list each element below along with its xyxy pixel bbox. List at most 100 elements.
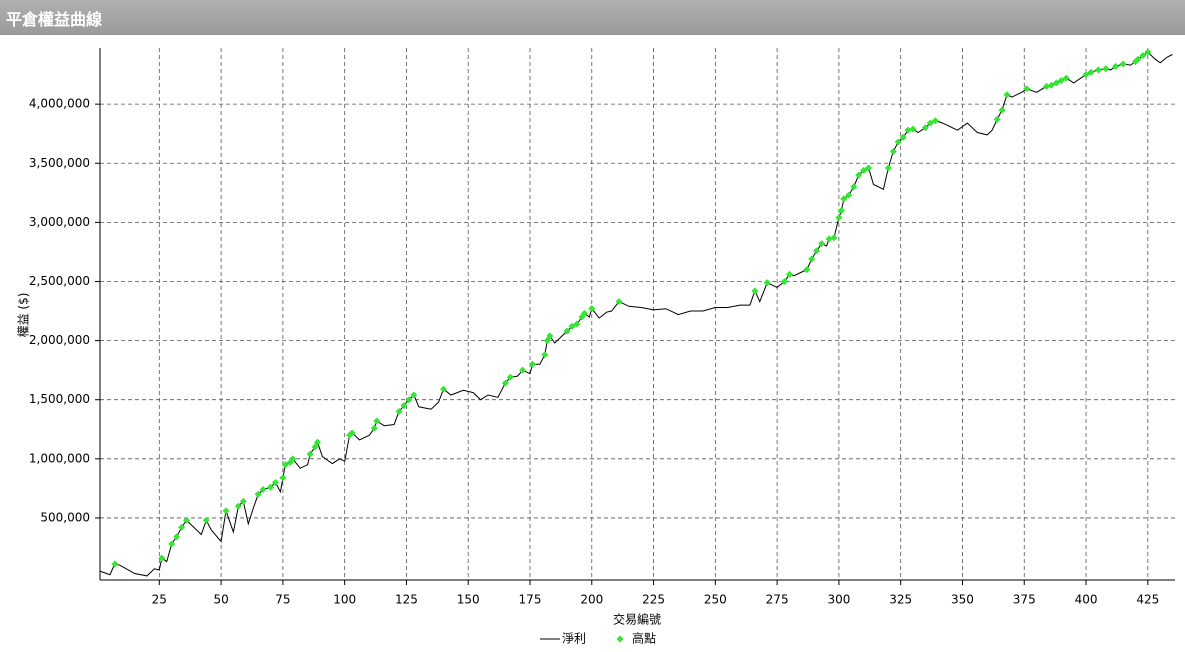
y-tick-label: 1,000,000 — [29, 451, 90, 465]
x-tick-label: 350 — [951, 593, 974, 607]
high-point — [1052, 79, 1060, 87]
high-point — [311, 443, 319, 451]
high-point — [894, 138, 902, 146]
x-tick-label: 150 — [457, 593, 480, 607]
high-point — [1134, 55, 1142, 63]
high-point — [931, 117, 939, 125]
high-point — [808, 255, 816, 263]
x-axis-title: 交易編號 — [613, 612, 661, 627]
high-point — [855, 171, 863, 179]
high-point — [889, 147, 897, 155]
high-point — [993, 116, 1001, 124]
high-point — [501, 379, 509, 387]
high-point — [373, 417, 381, 425]
x-tick-label: 275 — [766, 593, 789, 607]
high-point — [519, 366, 527, 374]
high-point — [410, 391, 418, 399]
high-point — [785, 270, 793, 278]
x-tick-label: 75 — [275, 593, 290, 607]
legend-marker — [616, 635, 624, 643]
high-point — [580, 309, 588, 317]
high-point — [173, 533, 181, 541]
high-point — [313, 438, 321, 446]
x-tick-label: 50 — [213, 593, 228, 607]
high-point — [1144, 48, 1152, 56]
high-point — [239, 497, 247, 505]
high-point — [254, 490, 262, 498]
high-point — [1023, 85, 1031, 93]
high-point — [306, 450, 314, 458]
high-point — [813, 247, 821, 255]
high-point — [563, 327, 571, 335]
high-point — [506, 373, 514, 381]
x-tick-label: 125 — [395, 593, 418, 607]
high-point — [1042, 82, 1050, 90]
chart: 權益 ($) 交易編號 500,000 1,000,000 1,500,000 2,0… — [17, 48, 1175, 646]
high-point — [803, 266, 811, 274]
x-tick-label: 200 — [580, 593, 603, 607]
y-tick-label: 2,000,000 — [29, 333, 90, 347]
high-point — [909, 125, 917, 133]
high-point — [1102, 65, 1110, 73]
high-point — [1082, 71, 1090, 79]
high-point — [395, 408, 403, 416]
y-tick-label: 3,000,000 — [29, 215, 90, 229]
high-point — [926, 119, 934, 127]
high-point — [405, 396, 413, 404]
high-point — [751, 287, 759, 295]
high-point — [850, 183, 858, 191]
x-tick-label: 425 — [1136, 593, 1159, 607]
high-point — [860, 166, 868, 174]
y-tick-label: 2,500,000 — [29, 274, 90, 288]
high-point — [178, 523, 186, 531]
high-point — [837, 207, 845, 215]
high-point — [921, 124, 929, 132]
high-point — [111, 560, 119, 568]
high-point — [835, 214, 843, 222]
high-point — [168, 540, 176, 548]
high-point — [1047, 81, 1055, 89]
legend-label: 高點 — [632, 631, 656, 646]
high-point — [1119, 60, 1127, 68]
high-point — [568, 322, 576, 330]
legend-label: 淨利 — [562, 632, 586, 646]
high-point — [1112, 62, 1120, 70]
high-point — [281, 461, 289, 469]
high-point — [202, 516, 210, 524]
high-point — [899, 133, 907, 141]
high-point — [222, 507, 230, 515]
high-point — [825, 235, 833, 243]
title-bar: 平倉權益曲線 — [0, 0, 1185, 35]
x-tick-label: 250 — [704, 593, 727, 607]
high-point — [543, 337, 551, 345]
high-point — [588, 305, 596, 313]
high-point — [1062, 74, 1070, 82]
high-point — [904, 126, 912, 134]
high-point — [400, 402, 408, 410]
y-axis-title: 權益 ($) — [17, 293, 31, 338]
high-point — [1057, 77, 1065, 85]
y-tick-label: 1,500,000 — [29, 392, 90, 406]
high-point — [573, 320, 581, 328]
high-point — [763, 279, 771, 287]
high-point — [840, 195, 848, 203]
chart-title: 平倉權益曲線 — [6, 10, 103, 29]
high-point — [818, 240, 826, 248]
high-point — [440, 385, 448, 393]
high-point — [884, 164, 892, 172]
high-point — [259, 486, 267, 494]
high-point — [781, 277, 789, 285]
high-point — [830, 234, 838, 242]
x-tick-label: 375 — [1013, 593, 1036, 607]
x-tick-label: 100 — [333, 593, 356, 607]
high-point — [865, 164, 873, 172]
high-point — [1094, 66, 1102, 74]
high-point — [271, 478, 279, 486]
high-point — [1087, 68, 1095, 76]
high-point — [182, 516, 190, 524]
high-point — [348, 429, 356, 437]
y-tick-label: 3,500,000 — [29, 156, 90, 170]
high-point — [528, 360, 536, 368]
y-tick-label: 4,000,000 — [29, 97, 90, 111]
